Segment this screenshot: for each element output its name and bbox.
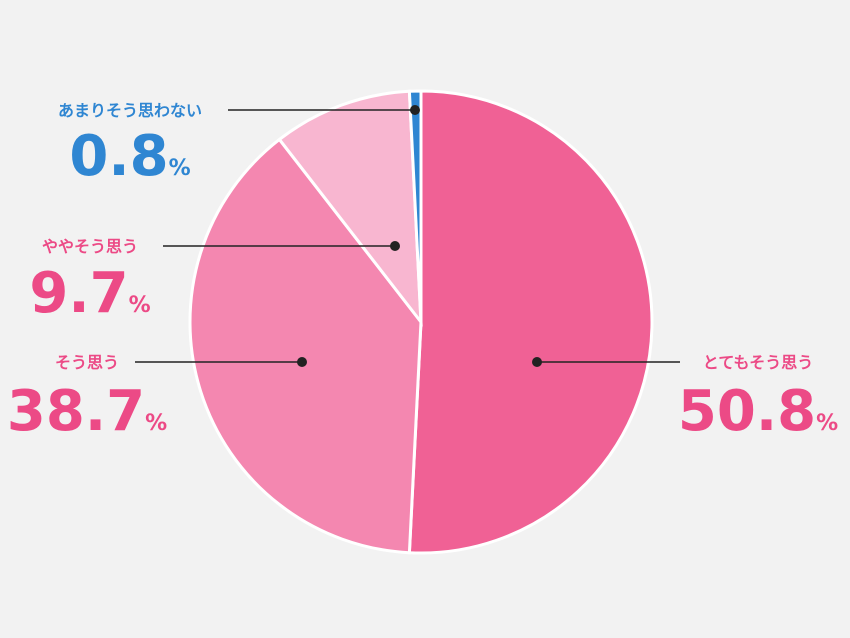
- leader-dot: [390, 241, 400, 251]
- pie-slice: [277, 89, 423, 327]
- pie-slice: [407, 89, 654, 555]
- value-label: 50.8%: [678, 379, 838, 444]
- pie-slice: [407, 89, 423, 323]
- pie-slice: [188, 137, 423, 555]
- value-label: 9.7%: [29, 261, 150, 326]
- category-label: とてもそう思う: [703, 353, 813, 372]
- category-label: ややそう思う: [42, 237, 138, 256]
- leader-dot: [532, 357, 542, 367]
- category-label: そう思う: [55, 353, 119, 372]
- leader-dot: [297, 357, 307, 367]
- leader-dot: [410, 105, 420, 115]
- value-label: 38.7%: [7, 379, 167, 444]
- value-label: 0.8%: [69, 124, 190, 189]
- category-label: あまりそう思わない: [58, 101, 202, 120]
